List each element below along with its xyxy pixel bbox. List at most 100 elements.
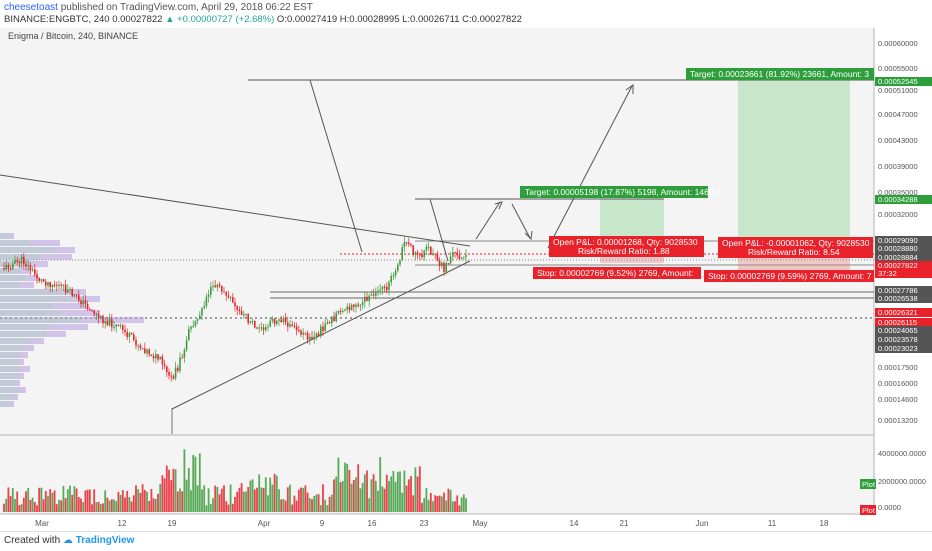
svg-text:0.00023578: 0.00023578 xyxy=(878,335,918,344)
price-tick-label: 0.00043000 xyxy=(878,136,918,145)
projection-line-1[interactable] xyxy=(309,79,363,253)
price-tick-label: 0.00017500 xyxy=(878,363,918,372)
target-zone-2[interactable] xyxy=(738,80,850,241)
publish-text: published on TradingView.com, April 29, … xyxy=(57,2,313,13)
price-badge: 0.00026538 xyxy=(875,294,932,303)
price-tick-label: 0.00051000 xyxy=(878,86,918,95)
pnl-label-1[interactable]: Open P&L: 0.00001268, Qty: 9028530 Risk/… xyxy=(549,236,704,257)
svg-text:Risk/Reward Ratio: 1.88: Risk/Reward Ratio: 1.88 xyxy=(578,246,670,256)
target-label-2[interactable]: Target: 0.00023661 (81.92%) 23661, Amoun… xyxy=(686,68,874,80)
date-tick-label: 11 xyxy=(768,519,777,528)
price-tick-label: 0.00055000 xyxy=(878,64,918,73)
price-badge: 0.00026321 xyxy=(875,308,932,317)
chart-header: cheesetoast published on TradingView.com… xyxy=(0,0,932,28)
date-tick-label: 12 xyxy=(118,519,127,528)
arrow-head-1 xyxy=(494,201,503,210)
svg-text:0.00027786: 0.00027786 xyxy=(878,286,918,295)
descending-trendline[interactable] xyxy=(0,174,471,247)
svg-text:0.00026115: 0.00026115 xyxy=(878,318,917,327)
date-tick-labels: Mar 12 19 Apr 9 16 23 May 14 21 Jun 11 18 xyxy=(35,519,829,528)
svg-text:Risk/Reward Ratio: 8.54: Risk/Reward Ratio: 8.54 xyxy=(748,247,840,257)
price-badge: 0.00023023 xyxy=(875,344,932,353)
created-with: Created with ☁ TradingView xyxy=(4,535,134,546)
date-tick-label: 21 xyxy=(620,519,629,528)
svg-text:37:32: 37:32 xyxy=(878,269,897,278)
projection-path-1[interactable] xyxy=(475,201,501,240)
price-tick-label: 0.00060000 xyxy=(878,39,918,48)
price-tick-label: 0.00035000 xyxy=(878,188,918,197)
volume-series xyxy=(3,449,467,512)
ohlc-line: BINANCE:ENGBTC, 240 0.00027822 ▲ +0.0000… xyxy=(4,14,522,25)
arrow-head-2 xyxy=(524,230,533,241)
svg-text:Target: 0.00005198 (17.87%) 51: Target: 0.00005198 (17.87%) 5198, Amount… xyxy=(525,187,721,197)
svg-text:0.00027822: 0.00027822 xyxy=(878,261,918,270)
svg-text:0.00028884: 0.00028884 xyxy=(878,253,918,262)
svg-text:0.00026321: 0.00026321 xyxy=(878,308,918,317)
svg-text:0.00026538: 0.00026538 xyxy=(878,294,918,303)
chart-area[interactable]: Enigma / Bitcoin, 240, BINANCE xyxy=(0,28,932,531)
author-link[interactable]: cheesetoast xyxy=(4,2,58,13)
pnl-label-2[interactable]: Open P&L: -0.00001062, Qty: 9028530 Risk… xyxy=(718,237,873,258)
footer: Created with ☁ TradingView xyxy=(0,531,932,551)
price-label-badges: 0.00052545 0.00034288 0.000290900.00028880… xyxy=(875,77,932,353)
price-badge: 37:32 xyxy=(875,269,932,278)
svg-text:Open P&L: -0.00001062, Qty: 90: Open P&L: -0.00001062, Qty: 9028530 xyxy=(722,238,870,248)
volume-plot-badge-1[interactable]: Plot xyxy=(860,479,876,489)
brand-link[interactable]: TradingView xyxy=(75,535,135,546)
price-tick-label: 0.00014600 xyxy=(878,395,918,404)
ohlc-values: O:0.00027419 H:0.00028995 L:0.00026711 C… xyxy=(274,14,522,25)
projection-path-3[interactable] xyxy=(547,85,633,249)
svg-text:Target: 0.00023661 (81.92%) 23: Target: 0.00023661 (81.92%) 23661, Amoun… xyxy=(690,69,869,79)
svg-text:Stop: 0.00002769 (9.52%) 2769,: Stop: 0.00002769 (9.52%) 2769, Amount: xyxy=(537,268,693,278)
volume-tick-labels: 4000000.0000 2000000.0000 0.0000 xyxy=(878,449,926,512)
arrow-head-3 xyxy=(625,84,634,94)
date-tick-label: 23 xyxy=(420,519,429,528)
price-axis[interactable] xyxy=(874,28,932,531)
volume-tick-label: 2000000.0000 xyxy=(878,477,926,486)
date-tick-label: 16 xyxy=(368,519,377,528)
volume-plot-badge-2[interactable]: Plot xyxy=(860,505,876,515)
price-tick-label: 0.00016000 xyxy=(878,379,918,388)
date-tick-label: 19 xyxy=(168,519,177,528)
target-label-1[interactable]: Target: 0.00005198 (17.87%) 5198, Amount… xyxy=(520,186,721,198)
target-zone-1[interactable] xyxy=(600,199,664,241)
svg-text:0.00023023: 0.00023023 xyxy=(878,344,918,353)
pane-title: Enigma / Bitcoin, 240, BINANCE xyxy=(8,31,138,41)
svg-text:0.00028880: 0.00028880 xyxy=(878,244,918,253)
projection-line-2[interactable] xyxy=(429,198,449,262)
svg-text:Open P&L: 0.00001268, Qty: 902: Open P&L: 0.00001268, Qty: 9028530 xyxy=(553,237,698,247)
price-badge: 0.00028884 xyxy=(875,253,932,262)
svg-text:0.00034288: 0.00034288 xyxy=(878,195,918,204)
candlestick-series xyxy=(3,236,467,434)
date-tick-label: Mar xyxy=(35,519,49,528)
price-tick-label: 0.00032000 xyxy=(878,210,918,219)
publish-info: cheesetoast published on TradingView.com… xyxy=(4,2,313,13)
price-tick-label: 0.00039000 xyxy=(878,162,918,171)
svg-text:0.00029090: 0.00029090 xyxy=(878,236,918,245)
stop-label-2[interactable]: Stop: 0.00002769 (9.59%) 2769, Amount: 7 xyxy=(704,270,874,282)
main-pane xyxy=(0,28,874,434)
price-badge: 0.00026115 xyxy=(875,318,932,327)
date-tick-label: May xyxy=(472,519,487,528)
price-tick-label: 0.00047000 xyxy=(878,110,918,119)
price-tick-label: 0.00013200 xyxy=(878,416,918,425)
price-badge: 0.00029090 xyxy=(875,236,932,245)
price-badge: 0.00052545 xyxy=(875,77,932,86)
svg-text:0.00024065: 0.00024065 xyxy=(878,326,918,335)
price-chart-svg[interactable]: Enigma / Bitcoin, 240, BINANCE xyxy=(0,28,932,531)
date-tick-label: 14 xyxy=(570,519,579,528)
svg-text:0.00052545: 0.00052545 xyxy=(878,77,918,86)
projection-path-2[interactable] xyxy=(511,203,531,239)
symbol-info: BINANCE:ENGBTC, 240 0.00027822 xyxy=(4,14,163,25)
date-tick-label: Jun xyxy=(696,519,709,528)
price-badge: 0.00028880 xyxy=(875,244,932,253)
svg-text:Plot: Plot xyxy=(862,480,876,489)
cloud-logo-icon: ☁ xyxy=(62,535,73,546)
date-axis[interactable] xyxy=(0,514,874,531)
stop-label-1[interactable]: Stop: 0.00002769 (9.52%) 2769, Amount: xyxy=(533,267,701,279)
price-change: ▲ +0.00000727 (+2.68%) xyxy=(165,14,275,25)
svg-text:Stop: 0.00002769 (9.59%) 2769,: Stop: 0.00002769 (9.59%) 2769, Amount: 7 xyxy=(708,271,872,281)
date-tick-label: Apr xyxy=(258,519,271,528)
price-badge: 0.00023578 xyxy=(875,335,932,344)
price-badge: 0.00027786 xyxy=(875,286,932,295)
